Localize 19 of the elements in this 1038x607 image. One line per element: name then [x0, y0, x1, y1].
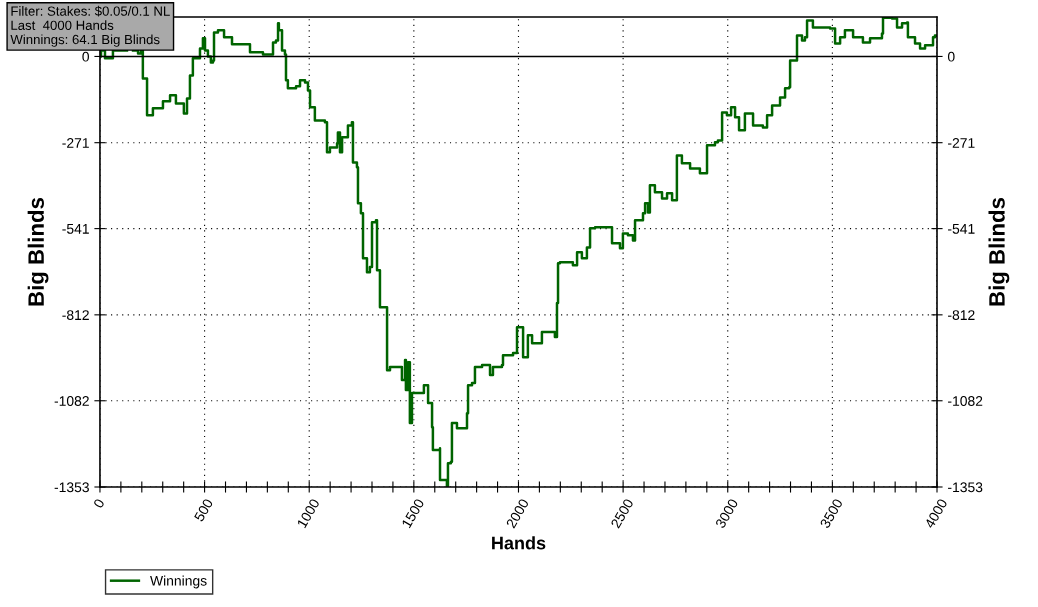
annotation: Filter: Stakes: $0.05/0.1 NL Last 4000 Hands Winnings: 64.1 Big Blinds	[10, 5, 170, 47]
y2-tick-label: -1353	[948, 482, 983, 493]
y2-tick-label: -812	[948, 310, 975, 321]
y-tick-label: -1353	[54, 482, 89, 493]
y2-tick-label: -541	[948, 224, 975, 234]
x-tick-label: 0	[93, 498, 105, 509]
y2-axis-title: Big Blinds	[988, 197, 1010, 306]
y-tick-label: -271	[62, 138, 89, 148]
x-axis-title: Hands	[492, 536, 546, 550]
y-tick-label: -812	[62, 310, 89, 321]
y2-tick-label: 0	[947, 51, 955, 62]
y-axis-title: Big Blinds	[27, 197, 49, 306]
y2-tick-label: -1082	[948, 396, 983, 406]
x-tick-label: 500	[193, 498, 214, 523]
y-tick-label: -1082	[54, 396, 89, 406]
y-tick-label: 0	[82, 51, 89, 62]
y2-tick-label: -271	[948, 138, 975, 148]
y-tick-label: -541	[62, 224, 89, 234]
legend-label: Winnings	[150, 575, 207, 589]
